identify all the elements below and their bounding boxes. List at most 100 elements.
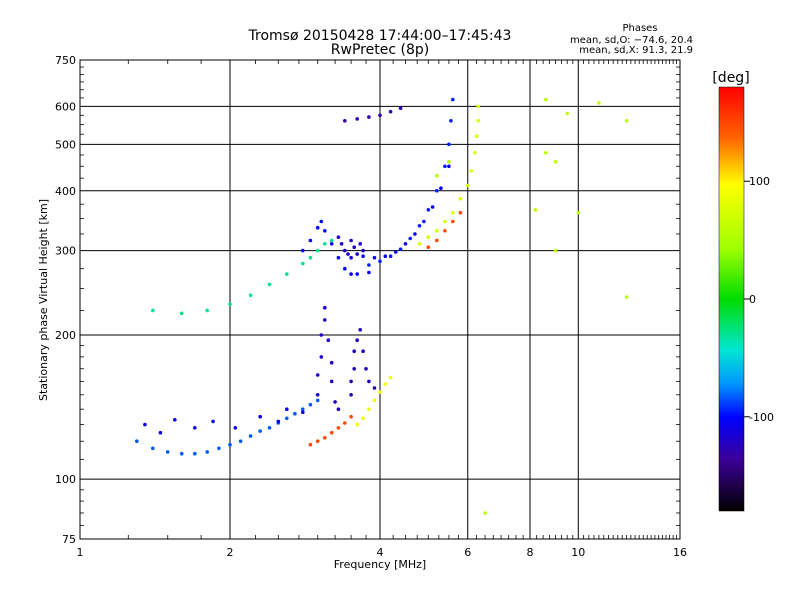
data-point [228,442,232,447]
data-point [372,255,377,260]
data-point [372,386,377,390]
data-point [417,242,422,246]
legend-line-o: mean, sd,O: −74.6, 20.4 [570,35,693,46]
data-point [339,242,344,246]
colorbar-ticks: 100 0 -100 [744,175,774,424]
data-point [315,225,320,230]
data-point [447,159,451,164]
data-point [151,446,155,451]
data-point [388,254,393,258]
data-point [301,248,305,253]
axis-ticks: 1 2 4 6 8 10 16 75 100 200 300 400 500 600 750 [55,54,687,559]
series-4 [355,375,393,427]
data-point [293,411,297,416]
data-point [135,439,139,444]
data-point [361,416,365,421]
data-point [323,305,327,310]
y-axis-label: Stationary phase Virtual Height [km] [37,199,50,401]
data-point [258,414,263,419]
series-14 [435,97,629,515]
data-point [323,318,327,322]
data-point [329,242,334,246]
data-point [458,196,463,201]
data-point [553,248,558,253]
data-point [443,219,447,224]
data-point [474,134,479,138]
x-tick-label: 10 [571,546,585,559]
data-point [315,439,320,444]
data-point [372,398,377,403]
data-point [465,183,470,188]
y-tick-label: 75 [62,533,76,546]
data-point [367,115,371,119]
data-point [217,446,221,451]
colorbar-tick-label: 100 [749,175,770,188]
data-point [398,106,403,110]
data-point [349,379,353,384]
data-point [355,272,360,276]
data-point [173,418,177,422]
data-point [301,261,305,266]
data-point [408,236,413,241]
data-point [349,272,353,276]
data-point [398,247,403,251]
data-point [576,210,581,215]
data-point [143,422,147,427]
data-point [336,235,341,239]
data-point [248,434,253,438]
data-point [315,398,320,403]
grid [80,60,680,539]
data-point [367,263,371,267]
data-point [543,151,548,155]
data-point [205,308,209,313]
data-point [469,169,474,173]
y-tick-label: 750 [55,54,76,67]
data-point [435,238,439,243]
data-point [358,242,363,246]
data-point [378,259,382,264]
data-point [383,254,388,258]
data-point [267,282,272,287]
data-point [447,142,451,147]
data-point [361,349,365,354]
data-point [326,338,331,343]
data-point [228,302,232,306]
data-point [276,419,281,424]
y-tick-label: 500 [55,138,76,151]
data-point [355,117,360,121]
colorbar-tick-label: -100 [749,411,774,424]
data-point [315,248,320,253]
series-5 [308,414,353,447]
data-point [349,238,353,243]
series-1 [143,407,305,435]
data-point [403,242,408,246]
data-point [336,426,341,430]
data-point [343,421,347,425]
legend-title: Phases [622,23,657,34]
data-point [543,97,548,102]
series-11 [417,104,481,246]
series-10 [336,235,365,256]
data-point [355,422,360,427]
series-7 [301,219,371,276]
data-point [361,248,365,253]
data-point [343,248,347,253]
plot-frame [79,59,681,540]
data-point [352,245,357,249]
data-point [352,367,357,371]
data-point [393,250,398,254]
data-point [336,407,341,412]
data-point [451,210,455,215]
data-point [179,311,184,316]
data-point [301,407,305,412]
x-tick-label: 8 [527,546,534,559]
data-point [361,254,365,258]
data-point [388,109,393,114]
data-point [413,232,417,236]
data-point [285,407,289,412]
x-axis-label: Frequency [MHz] [334,558,426,571]
data-point [565,111,569,116]
series-12 [426,210,463,249]
data-point [451,219,455,224]
